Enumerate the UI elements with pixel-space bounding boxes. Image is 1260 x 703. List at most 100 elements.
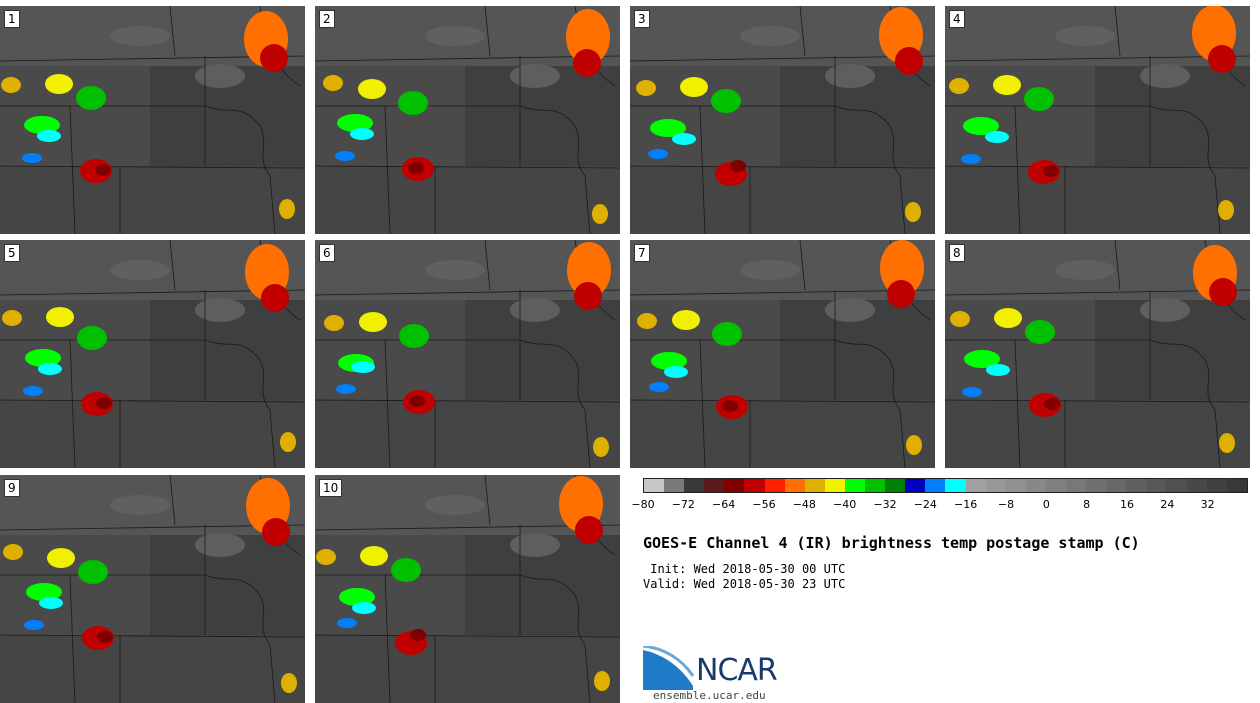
color-legend-tick-label: 24 — [1160, 498, 1175, 511]
figure-title: GOES-E Channel 4 (IR) brightness temp po… — [643, 534, 1140, 552]
cloud-top-feature — [359, 312, 387, 332]
color-legend-tick-label: −8 — [997, 498, 1015, 511]
ensemble-member-panel-1[interactable]: 1 — [0, 6, 305, 234]
color-legend-swatch — [724, 479, 745, 492]
color-legend-swatch — [1226, 479, 1247, 492]
cloud-top-feature — [949, 78, 969, 94]
ensemble-member-panel-9[interactable]: 9 — [0, 475, 305, 703]
cloud-top-feature — [37, 130, 61, 142]
color-legend-ticks: −80 −72 −64 −56 −48 −40 −32 −24 −16 −8 0 8 16 24 32 — [631, 498, 1248, 512]
ensemble-member-panel-7[interactable]: 7 — [630, 240, 935, 468]
color-legend-tick-label: −48 — [792, 498, 816, 511]
cloud-top-feature — [962, 387, 982, 397]
color-legend-tick-label: −56 — [752, 498, 776, 511]
satellite-map — [315, 240, 620, 468]
cloud-top-feature — [316, 549, 336, 565]
color-legend-swatch — [764, 479, 785, 492]
cloud-top-feature — [1218, 200, 1234, 220]
satellite-map — [945, 240, 1250, 468]
cloud-top-feature — [573, 49, 601, 77]
cloud-top-feature — [398, 91, 428, 115]
cloud-top-feature — [994, 308, 1022, 328]
color-legend — [643, 478, 1248, 493]
cloud-top-feature — [993, 75, 1021, 95]
color-legend-swatch — [1126, 479, 1147, 492]
cloud-top-feature — [895, 47, 923, 75]
color-legend-swatch — [744, 479, 765, 492]
cloud-top-feature — [649, 382, 669, 392]
cloud-top-feature — [262, 518, 290, 546]
cloud-top-feature — [95, 164, 111, 176]
satellite-map — [0, 6, 305, 234]
cloud-top-feature — [1044, 398, 1060, 410]
color-legend-swatch — [905, 479, 926, 492]
cloud-top-feature — [22, 153, 42, 163]
cloud-top-feature — [2, 310, 22, 326]
cloud-top-feature — [358, 79, 386, 99]
color-legend-swatch — [965, 479, 986, 492]
ensemble-member-panel-6[interactable]: 6 — [315, 240, 620, 468]
cloud-top-feature — [1209, 278, 1237, 306]
cloud-top-feature — [408, 162, 424, 174]
cloud-top-feature — [24, 620, 44, 630]
satellite-map — [0, 240, 305, 468]
color-legend-swatch — [885, 479, 906, 492]
valid-time: Valid: Wed 2018-05-30 23 UTC — [643, 577, 846, 591]
cloud-top-feature — [1208, 45, 1236, 73]
ensemble-member-panel-4[interactable]: 4 — [945, 6, 1250, 234]
ncar-logo-icon — [643, 646, 695, 690]
ensemble-member-panel-10[interactable]: 10 — [315, 475, 620, 703]
color-legend-swatch — [1146, 479, 1167, 492]
cloud-top-feature — [711, 89, 741, 113]
panel-number: 10 — [319, 479, 343, 497]
init-time: Init: Wed 2018-05-30 00 UTC — [643, 562, 846, 576]
color-legend-swatch — [1186, 479, 1207, 492]
ensemble-member-panel-2[interactable]: 2 — [315, 6, 620, 234]
cloud-top-feature — [337, 618, 357, 628]
site-url[interactable]: ensemble.ucar.edu — [653, 689, 766, 702]
cloud-top-feature — [680, 77, 708, 97]
satellite-map — [945, 6, 1250, 234]
cloud-top-feature — [280, 432, 296, 452]
color-legend-swatch — [644, 479, 665, 492]
color-legend-swatch — [824, 479, 845, 492]
color-legend-swatch — [684, 479, 705, 492]
cloud-top-feature — [1024, 87, 1054, 111]
cloud-top-feature — [410, 629, 426, 641]
color-legend-tick-label: 16 — [1120, 498, 1134, 511]
cloud-top-feature — [637, 313, 657, 329]
color-legend-swatch — [1166, 479, 1187, 492]
color-legend-swatch — [804, 479, 825, 492]
cloud-top-feature — [961, 154, 981, 164]
cloud-top-feature — [409, 395, 425, 407]
cloud-top-feature — [722, 400, 738, 412]
cloud-top-feature — [339, 588, 375, 606]
cloud-top-feature — [566, 9, 610, 65]
satellite-map — [630, 240, 935, 468]
cloud-top-feature — [887, 280, 915, 308]
satellite-map — [0, 475, 305, 703]
color-legend-swatch — [1206, 479, 1227, 492]
cloud-top-feature — [950, 311, 970, 327]
cloud-top-feature — [335, 151, 355, 161]
color-legend-tick-label: −16 — [954, 498, 978, 511]
cloud-top-feature — [1, 77, 21, 93]
cloud-top-feature — [592, 204, 608, 224]
cloud-top-feature — [360, 546, 388, 566]
ensemble-member-panel-5[interactable]: 5 — [0, 240, 305, 468]
ensemble-member-panel-8[interactable]: 8 — [945, 240, 1250, 468]
cloud-top-feature — [279, 199, 295, 219]
panel-number: 2 — [319, 10, 335, 28]
color-legend-swatch — [664, 479, 685, 492]
cloud-top-feature — [664, 366, 688, 378]
color-legend-swatch — [1065, 479, 1087, 492]
cloud-top-feature — [336, 384, 356, 394]
panel-number: 4 — [949, 10, 965, 28]
color-legend-tick-label: −40 — [833, 498, 857, 511]
ensemble-member-panel-3[interactable]: 3 — [630, 6, 935, 234]
color-legend-swatch — [1045, 479, 1066, 492]
cloud-top-feature — [96, 397, 112, 409]
cloud-top-feature — [985, 131, 1009, 143]
panel-number: 7 — [634, 244, 650, 262]
color-legend-swatch — [784, 479, 805, 492]
